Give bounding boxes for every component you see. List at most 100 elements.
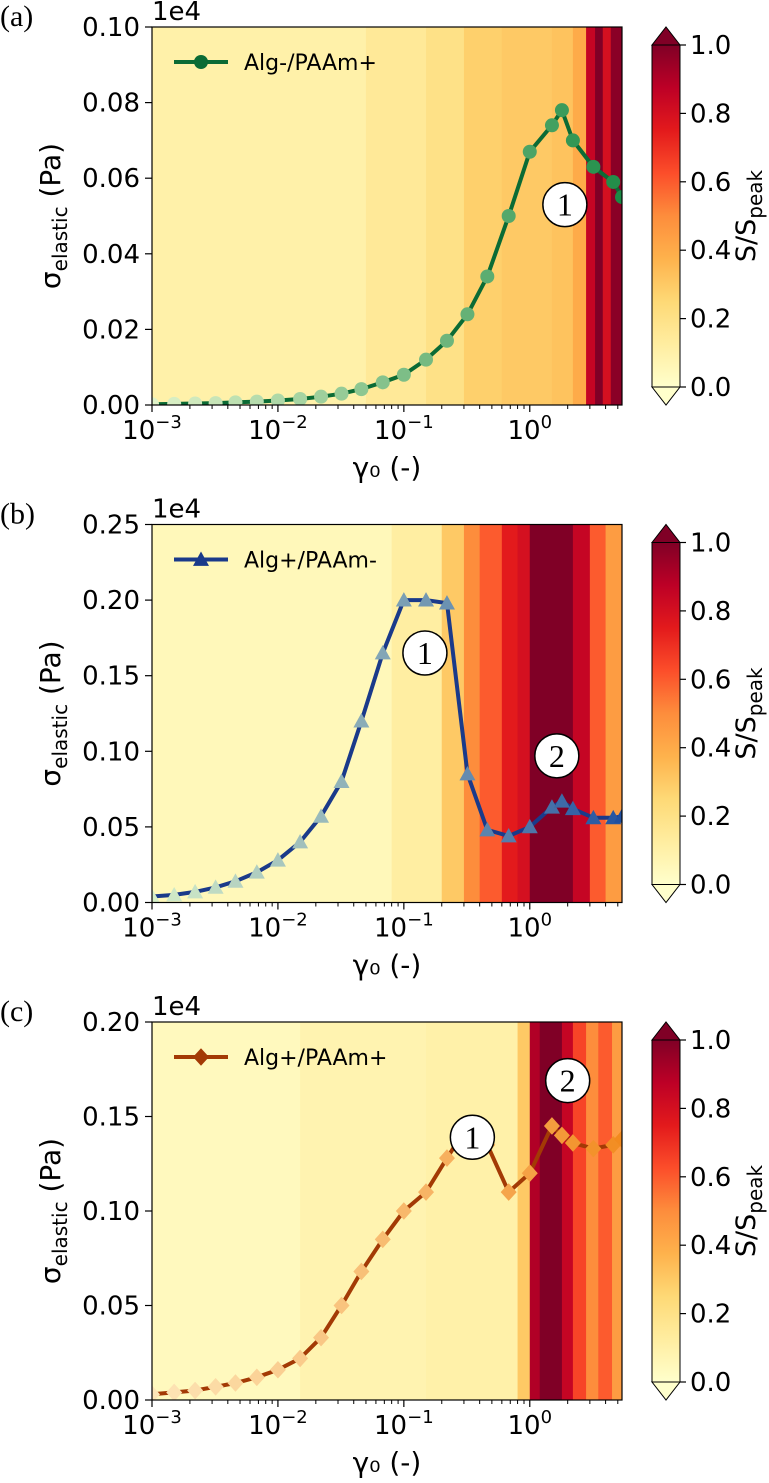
data-point [522, 144, 537, 159]
data-point [418, 1183, 435, 1201]
colorbar-tick-label: 0.8 [690, 99, 731, 129]
x-tick-base: 10 [122, 416, 155, 446]
data-point [500, 1183, 517, 1201]
x-tick-base: 10 [374, 914, 407, 944]
data-point [334, 386, 349, 401]
data-point [564, 800, 581, 816]
panel: Alg+/PAAm-120.000.050.100.150.200.251e41… [0, 495, 767, 982]
data-point [459, 765, 476, 781]
offset-text: 1e4 [152, 992, 201, 1022]
x-tick-label: 100 [508, 910, 553, 944]
x-tick-label: 10−1 [374, 910, 434, 944]
colorbar [652, 1040, 680, 1382]
x-tick-exponent: −2 [281, 1407, 308, 1428]
x-tick-base: 10 [374, 416, 407, 446]
x-tick-label: 10−2 [248, 412, 308, 446]
legend-label: Alg-/PAAm+ [244, 51, 377, 76]
data-point [418, 592, 435, 607]
y-tick-label: 0.15 [82, 662, 140, 692]
data-point [314, 389, 329, 404]
annotation-circle [402, 630, 448, 676]
y-label-main: σ [34, 769, 67, 787]
colorbar-label-sub: peak [743, 169, 767, 218]
data-point [313, 1328, 330, 1347]
data-point [249, 394, 264, 405]
colorbar-frame [651, 542, 681, 885]
data-point [208, 396, 223, 405]
heatmap-band [572, 1022, 587, 1400]
y-tick-label: 0.05 [82, 813, 140, 843]
data-point [313, 808, 330, 823]
y-label-main: σ [34, 271, 67, 289]
annotation-circle [534, 733, 580, 779]
colorbar [652, 45, 680, 387]
data-point [187, 1381, 204, 1400]
x-tick-exponent: 0 [541, 910, 552, 931]
data-point [585, 809, 602, 825]
annotation-circle [542, 181, 588, 228]
data-point [152, 1385, 160, 1400]
data-point [188, 396, 203, 405]
y-label-main: σ [34, 1266, 67, 1284]
legend-marker [193, 551, 209, 566]
x-tick-label: 100 [508, 1407, 553, 1441]
colorbar-frame [651, 44, 681, 388]
annotation-text: 1 [417, 635, 433, 671]
data-point [480, 269, 495, 284]
x-tick-exponent: 0 [541, 1407, 552, 1428]
colorbar-tick-label: 1.0 [690, 529, 731, 559]
colorbar-extend-min [650, 884, 682, 904]
data-point [553, 793, 570, 808]
y-tick-label: 0.10 [82, 13, 140, 43]
legend-label: Alg+/PAAm- [244, 549, 377, 574]
colorbar-label-main: S/S [731, 716, 762, 759]
plot-area [152, 592, 622, 903]
data-point [293, 391, 308, 405]
colorbar-tick-label: 0.4 [690, 236, 731, 266]
data-point [152, 888, 160, 903]
colorbar-label-sub: peak [743, 667, 767, 716]
colorbar-tick-label: 0.6 [690, 1163, 731, 1193]
heatmap-band [463, 27, 503, 405]
x-tick-base: 10 [248, 416, 281, 446]
plot-frame [151, 523, 623, 904]
x-tick-exponent: −2 [281, 910, 308, 931]
legend-marker [193, 1048, 209, 1066]
x-tick-base: 10 [248, 1411, 281, 1441]
data-point [333, 773, 350, 788]
heatmap-band [529, 1022, 541, 1400]
data-point [374, 645, 391, 660]
data-point [395, 1202, 412, 1220]
x-tick-exponent: −3 [155, 910, 182, 931]
data-point [353, 713, 370, 728]
heatmap-band [539, 1022, 563, 1400]
data-point [248, 1368, 265, 1387]
colorbar-extend-max [650, 1021, 682, 1041]
heatmap-band [529, 524, 574, 903]
annotation-text: 2 [560, 1063, 576, 1099]
colorbar-label: S/Speak [731, 169, 767, 262]
data-point [227, 1374, 244, 1392]
panel: Alg-/PAAm+10.000.020.040.060.080.101e410… [0, 0, 767, 484]
plot-area [152, 1117, 622, 1400]
annotation-text: 2 [549, 738, 565, 774]
heatmap-band [426, 1022, 519, 1400]
data-point [292, 834, 309, 849]
heatmap-band [152, 524, 393, 903]
x-tick-label: 10−3 [122, 1407, 182, 1441]
y-tick-label: 0.15 [82, 1103, 140, 1133]
x-tick-exponent: −1 [407, 1407, 434, 1428]
x-tick-base: 10 [508, 1411, 541, 1441]
x-tick-exponent: −3 [155, 1407, 182, 1428]
colorbar-tick-label: 1.0 [690, 1026, 731, 1056]
y-label-rest: (Pa) [34, 143, 67, 207]
y-label-rest: (Pa) [34, 1138, 67, 1202]
colorbar-tick-label: 1.0 [690, 31, 731, 61]
x-axis-label: γ₀ (-) [353, 451, 422, 484]
y-axis-label: σelastic (Pa) [34, 143, 72, 289]
heatmap-band [598, 1022, 613, 1400]
y-tick-label: 0.05 [82, 1292, 140, 1322]
colorbar [652, 542, 680, 885]
colorbar-tick-label: 0.2 [690, 305, 731, 335]
